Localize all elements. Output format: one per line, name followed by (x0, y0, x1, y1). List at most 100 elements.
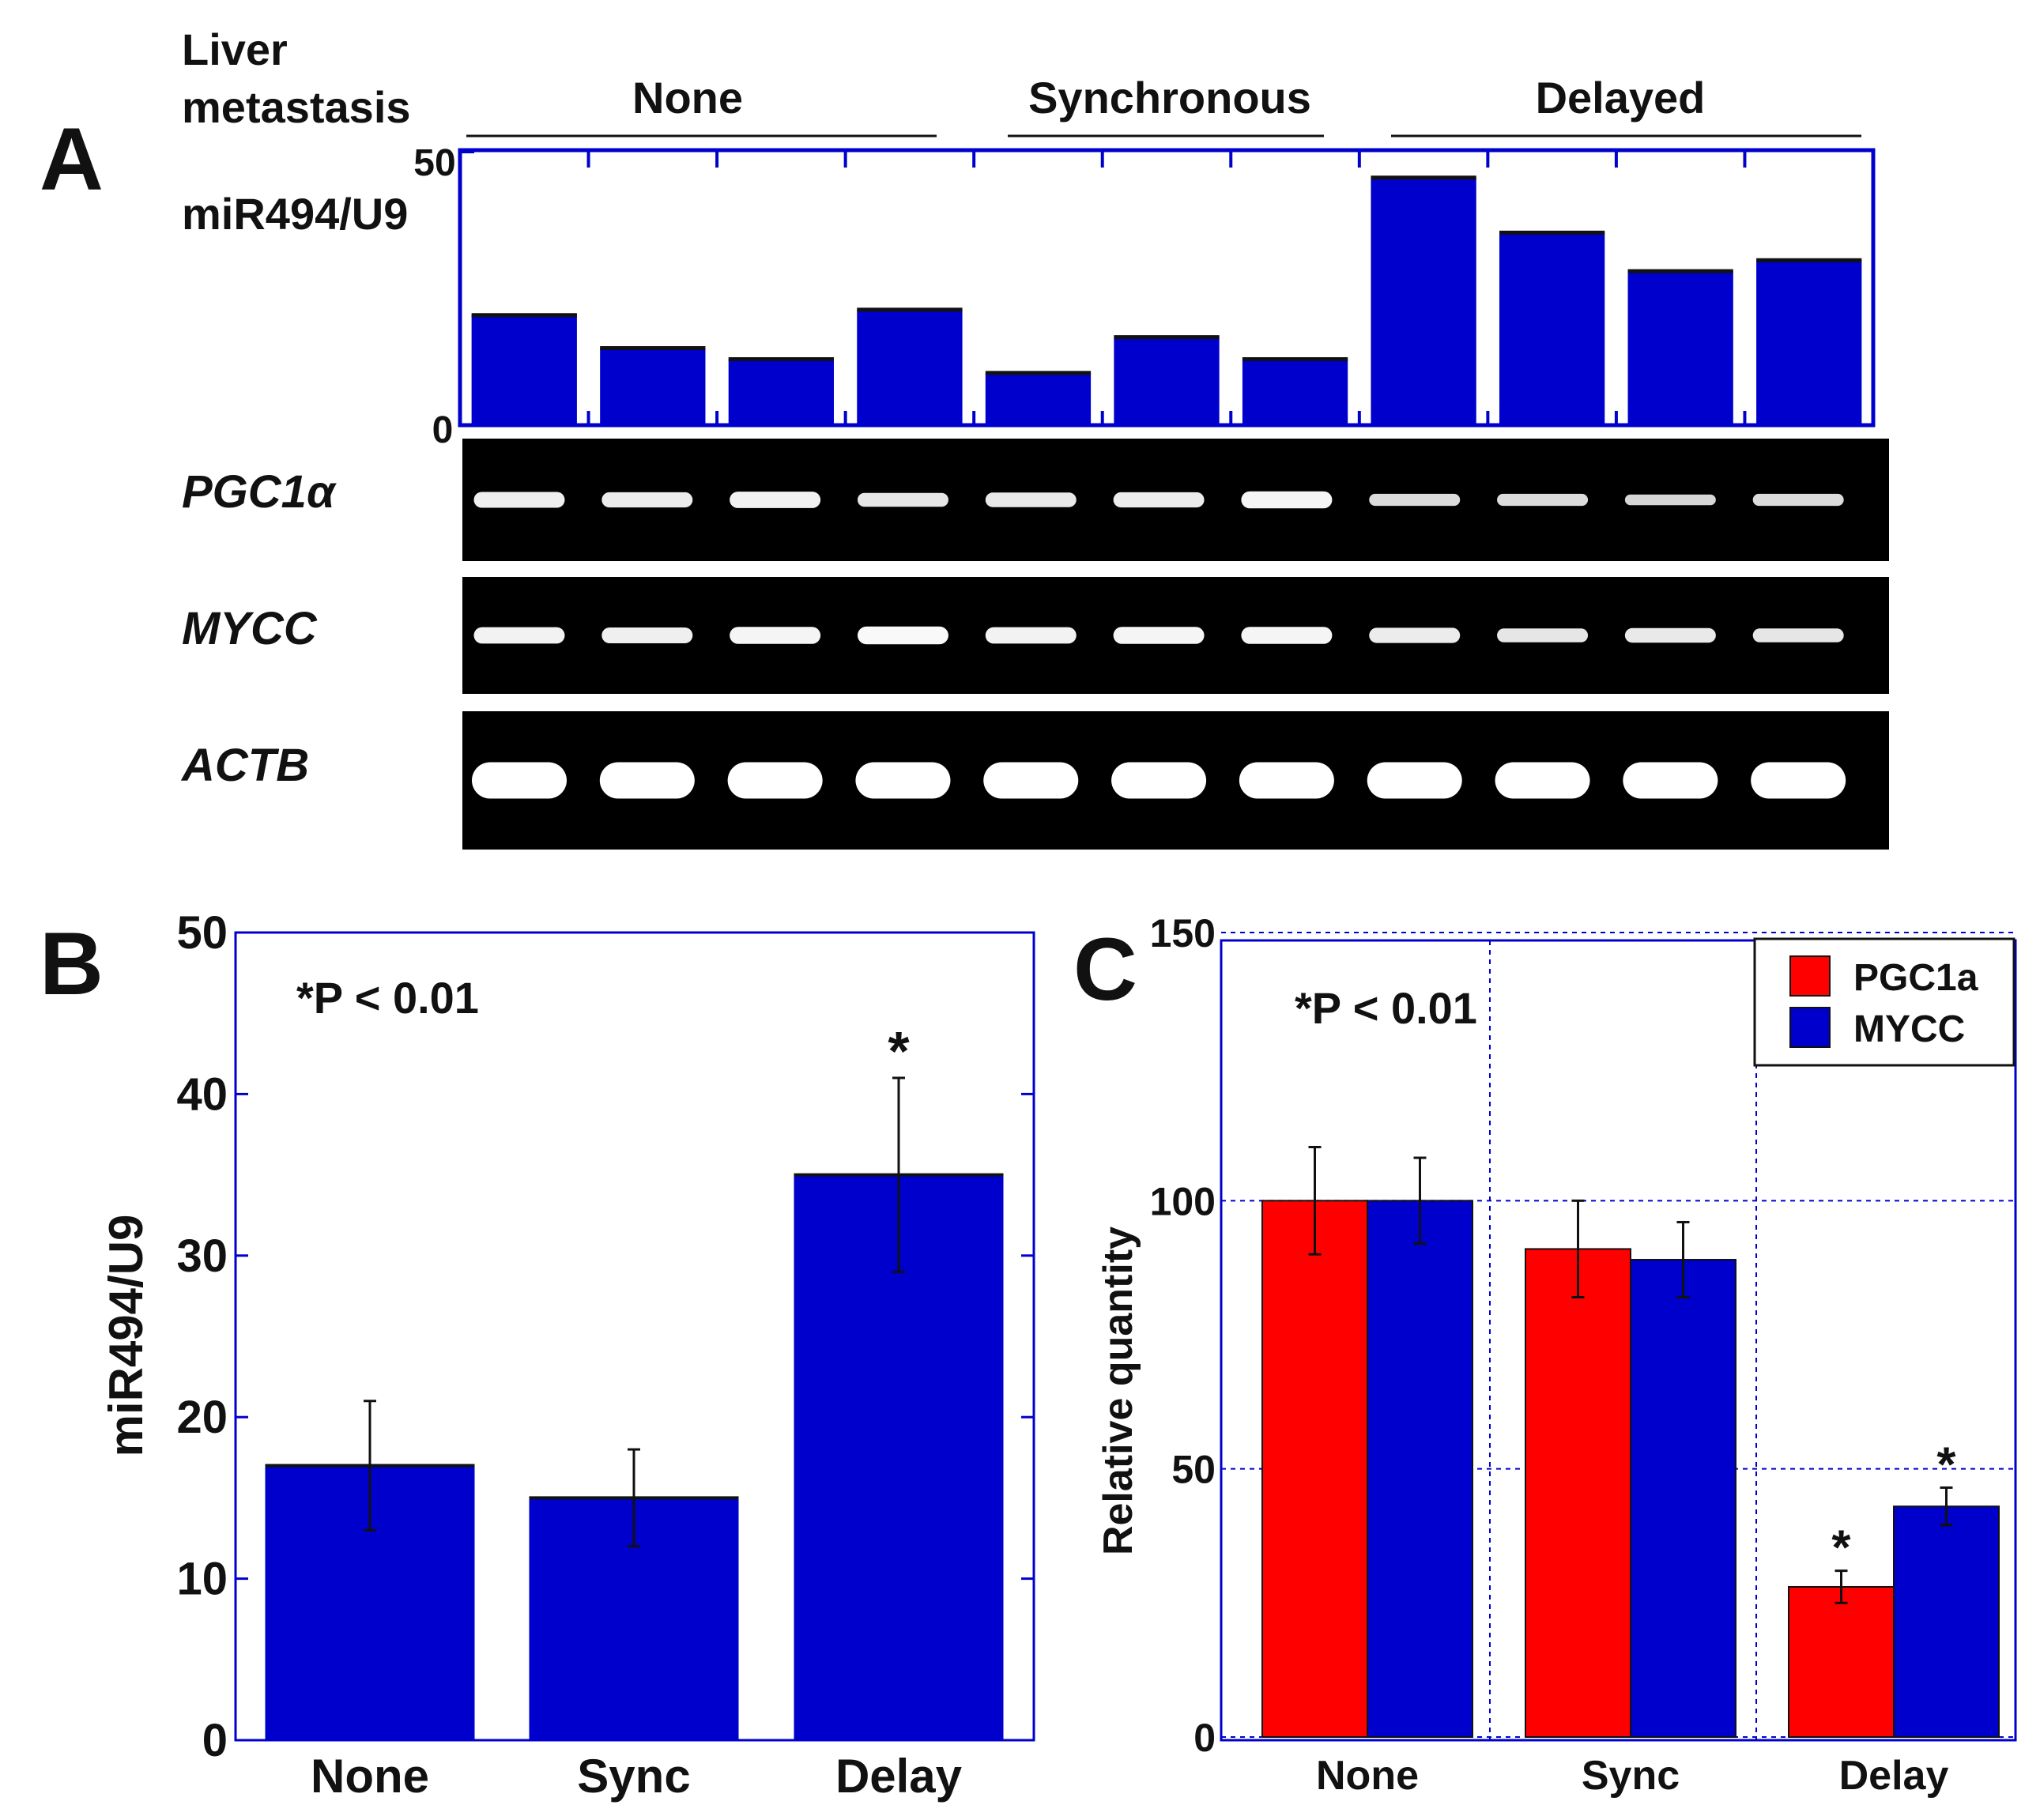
panel-c-plot: 0 50 100 150 * * None Sync Delay (1150, 911, 2015, 1799)
panel-b-plot: 0 10 20 30 40 50 None Sync Delay * (176, 907, 1034, 1803)
panel-b: B miR494/U9 *P < 0.01 0 10 20 30 40 50 None Syn… (40, 907, 1035, 1803)
panel-b-ytick-label-40: 40 (176, 1068, 228, 1120)
panel-b-xtick-label-delay: Delay (835, 1750, 963, 1803)
gel-band-mycc-9 (1497, 628, 1589, 642)
gel-band-pgc1a-7 (1241, 491, 1333, 509)
panel-a-bar-9 (1499, 232, 1605, 425)
gel-band-actb-8 (1367, 762, 1462, 799)
gel-band-pgc1a-1 (473, 492, 565, 508)
gel-band-actb-7 (1239, 762, 1334, 799)
panel-a-ytick-50: 50 (413, 142, 455, 184)
panel-c-ytick-label-150: 150 (1150, 911, 1216, 955)
panel-a: A Liver metastasis miR494/U9 None Synchr… (40, 24, 1889, 850)
gel-band-pgc1a-9 (1497, 493, 1589, 507)
panel-a-bar-5 (985, 372, 1092, 425)
panel-c-ytick-label-100: 100 (1150, 1179, 1216, 1223)
gel-band-mycc-7 (1241, 627, 1333, 644)
group-label-synchronous: Synchronous (1028, 73, 1311, 122)
gel-band-pgc1a-5 (985, 492, 1077, 507)
panel-b-xtick-label-sync: Sync (577, 1750, 690, 1803)
gel-band-actb-10 (1623, 762, 1718, 799)
group-label-delayed: Delayed (1536, 73, 1706, 122)
gel-band-pgc1a-6 (1113, 492, 1205, 508)
panel-b-xtick-label-none: None (311, 1750, 429, 1803)
gel-images (462, 439, 1889, 850)
gene-label-mycc: MYCC (182, 603, 318, 654)
panel-c-bar-pgc1a-delay (1788, 1585, 1895, 1739)
panel-b-sig-note: *P < 0.01 (296, 973, 479, 1023)
panel-a-bar-2 (600, 348, 706, 425)
panel-a-bar-8 (1371, 177, 1476, 426)
panel-a-ytick-0: 0 (432, 409, 454, 451)
panel-c-legend: PGC1a MYCC (1753, 937, 2015, 1067)
panel-b-ylabel: miR494/U9 (100, 1215, 153, 1457)
gel-band-pgc1a-3 (730, 492, 821, 508)
panel-b-significance-star: * (888, 1020, 910, 1082)
gel-band-actb-1 (472, 762, 567, 799)
legend-swatch-pgc1a (1789, 955, 1831, 997)
gene-label-pgc1a: PGC1α (182, 466, 337, 518)
panel-a-letter: A (40, 110, 104, 209)
gel-band-mycc-3 (730, 627, 821, 644)
gel-band-actb-3 (727, 762, 823, 799)
group-label-none: None (632, 73, 743, 122)
panel-a-bar-10 (1627, 271, 1733, 425)
panel-a-bar-6 (1114, 337, 1220, 425)
gel-band-actb-6 (1111, 762, 1207, 799)
gel-band-mycc-8 (1369, 627, 1461, 643)
panel-c-significance-star-pgc1a: * (1831, 1521, 1851, 1576)
gel-band-mycc-4 (857, 626, 948, 645)
gel-band-actb-9 (1495, 762, 1590, 799)
panel-c-bar-mycc-sync (1630, 1258, 1736, 1738)
panel-a-bars (471, 175, 1862, 426)
panel-b-ytick-label-50: 50 (176, 907, 228, 959)
panel-a-ticks (460, 150, 1875, 427)
panel-c-letter: C (1073, 920, 1137, 1019)
gel-band-actb-5 (983, 762, 1079, 799)
panel-c-ytick-label-50: 50 (1171, 1448, 1216, 1492)
panel-a-bar-1 (471, 315, 577, 425)
panel-c-bar-pgc1a-sync (1525, 1248, 1631, 1738)
gel-band-pgc1a-11 (1752, 493, 1844, 507)
panel-b-ytick-label-20: 20 (176, 1392, 228, 1443)
panel-a-bar-3 (728, 359, 835, 425)
panel-c-ylabel: Relative quantity (1095, 1227, 1141, 1555)
gel-band-pgc1a-4 (857, 492, 948, 507)
panel-c-ytick-label-0: 0 (1193, 1716, 1216, 1760)
panel-a-header-line1: Liver (182, 24, 288, 74)
panel-c-bar-mycc-none (1367, 1200, 1473, 1739)
gel-band-actb-4 (855, 762, 951, 799)
gel-band-pgc1a-10 (1624, 494, 1716, 506)
gel-band-actb-11 (1751, 762, 1846, 799)
gel-band-mycc-1 (473, 627, 565, 644)
panel-a-bar-4 (857, 309, 963, 425)
panel-a-ylabel: miR494/U9 (182, 189, 408, 239)
legend-swatch-mycc (1789, 1007, 1831, 1048)
legend-label-pgc1a: PGC1a (1853, 957, 1978, 999)
gel-band-actb-2 (599, 762, 695, 799)
panel-c-xtick-label-delay: Delay (1839, 1753, 1949, 1799)
gel-band-mycc-2 (601, 627, 693, 643)
panel-c-xtick-label-none: None (1316, 1753, 1419, 1799)
panel-c-bar-pgc1a-none (1261, 1200, 1368, 1739)
panel-c: C Relative quantity *P < 0.01 0 50 100 150 *… (1073, 911, 2017, 1799)
panel-a-bar-7 (1242, 359, 1348, 425)
panel-c-xtick-label-sync: Sync (1582, 1753, 1680, 1799)
gel-band-pgc1a-8 (1369, 493, 1461, 507)
panel-c-significance-star-mycc: * (1936, 1438, 1956, 1492)
panel-c-bar-mycc-delay (1893, 1505, 2000, 1738)
gel-band-mycc-11 (1752, 628, 1844, 642)
gel-band-mycc-10 (1624, 627, 1716, 643)
panel-a-header-line2: metastasis (182, 82, 411, 132)
gene-label-actb: ACTB (180, 740, 309, 791)
legend-label-mycc: MYCC (1853, 1008, 1965, 1050)
gel-band-mycc-5 (985, 627, 1077, 644)
panel-c-axes (1220, 939, 2017, 1742)
panel-b-ytick-label-30: 30 (176, 1230, 228, 1282)
panel-b-ytick-label-10: 10 (176, 1554, 228, 1605)
gel-band-pgc1a-2 (601, 492, 693, 508)
panel-b-ytick-label-0: 0 (202, 1715, 228, 1766)
gel-band-mycc-6 (1113, 627, 1205, 644)
panel-b-axes (234, 931, 1035, 1742)
